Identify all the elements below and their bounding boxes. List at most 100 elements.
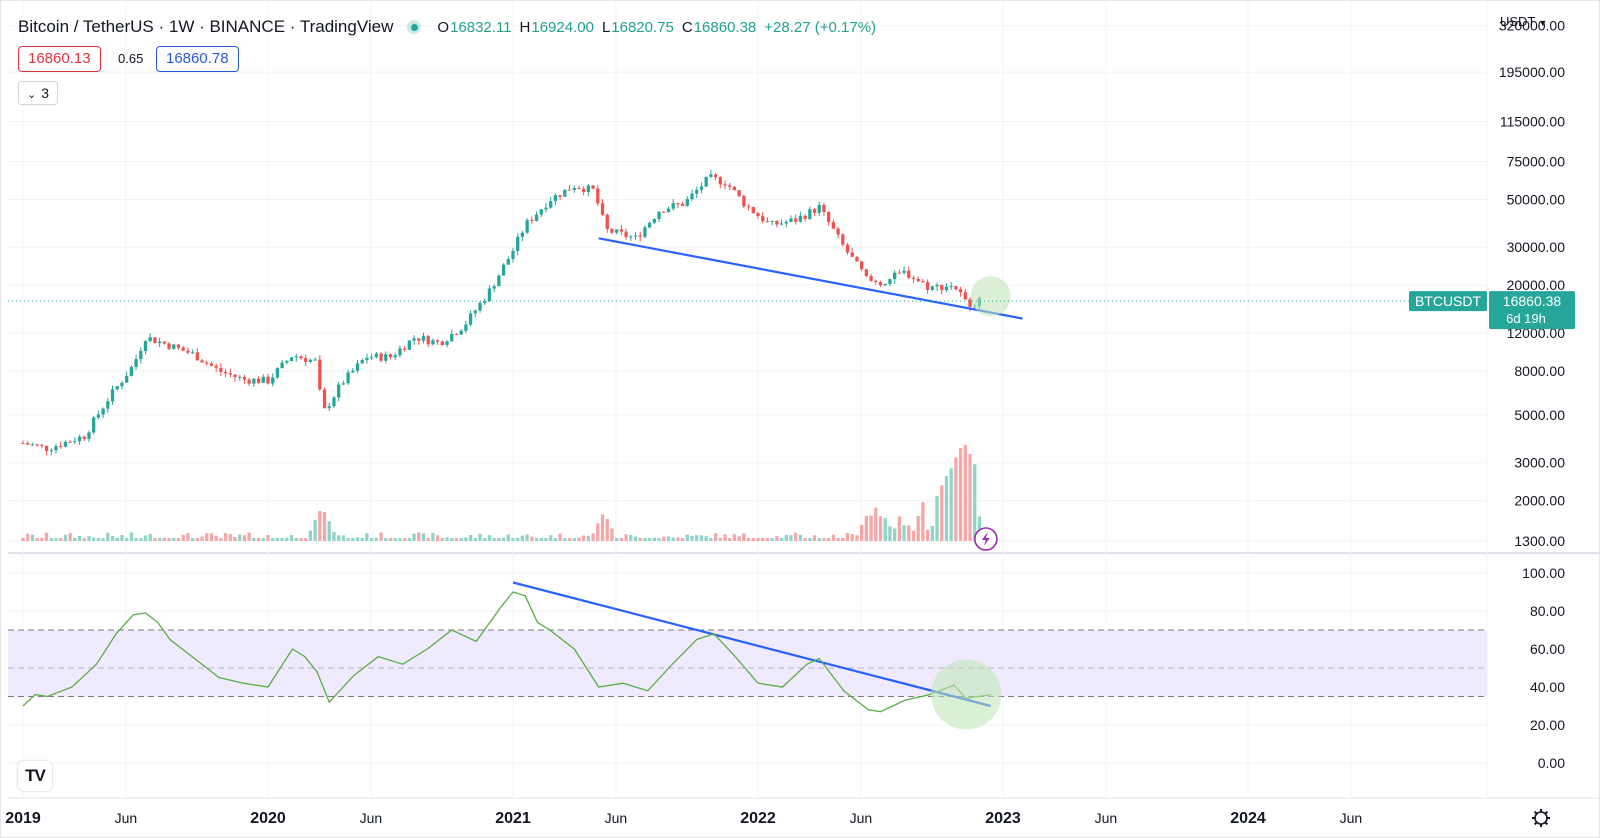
high-label: H (519, 18, 531, 36)
volume-bar (440, 538, 444, 541)
volume-bar (332, 531, 336, 541)
volume-bar (379, 532, 383, 541)
volume-bar (63, 534, 68, 541)
candle-body (878, 282, 883, 286)
volume-bar (779, 538, 784, 541)
volume-bar (308, 530, 313, 541)
volume-bar (520, 535, 525, 541)
volume-bar (591, 533, 595, 541)
candle-body (82, 436, 86, 439)
settings-gear-icon[interactable] (1532, 809, 1550, 827)
candle-body (242, 376, 247, 380)
candle-body (629, 236, 633, 238)
candle-body (266, 376, 270, 384)
candle-body (148, 337, 152, 342)
volume-bar (92, 537, 96, 541)
volume-bar (501, 537, 506, 541)
volume-bar (351, 538, 355, 541)
candle-body (779, 223, 784, 225)
volume-bar (478, 533, 482, 541)
volume-bar (506, 534, 510, 541)
volume-bar (718, 538, 722, 541)
lightning-bolt (981, 532, 990, 546)
last-price-label-bg (1489, 291, 1575, 330)
volume-bar (370, 538, 374, 541)
spread-value: 0.65 (118, 51, 144, 66)
candle-body (586, 185, 591, 192)
volume-bar (940, 485, 944, 541)
volume-bar (963, 444, 967, 541)
volume-bar (294, 538, 298, 541)
candle-body (902, 270, 906, 273)
volume-bar (567, 538, 572, 541)
candle-body (845, 244, 850, 253)
volume-bar (883, 517, 887, 541)
sell-price-button[interactable]: 16860.13 (18, 46, 101, 72)
candle-body (756, 213, 760, 217)
candle-body (365, 357, 369, 361)
candle-body (483, 300, 487, 303)
candle-body (883, 283, 887, 286)
rsi-line (22, 591, 991, 713)
volume-bar (445, 537, 449, 541)
volume-bar (742, 533, 746, 541)
volume-bar (713, 533, 718, 541)
volume-bar (600, 514, 605, 541)
volume-bar (666, 536, 671, 541)
volume-bar (157, 538, 162, 541)
candle-body (379, 353, 383, 361)
volume-bar (845, 532, 850, 541)
candle-body (252, 378, 256, 384)
candle-body (954, 286, 958, 290)
volume-bar (402, 538, 407, 541)
gear-tooth (1533, 821, 1538, 826)
volume-bar (770, 538, 774, 541)
candle-body (195, 352, 199, 361)
volume-bar (96, 538, 101, 541)
volume-bar (827, 538, 831, 541)
price-tick-label: 115000.00 (1500, 113, 1565, 129)
volume-bar (492, 538, 496, 541)
volume-bar (647, 538, 652, 541)
candle-body (120, 382, 124, 387)
volume-bar (935, 496, 939, 541)
candle-body (652, 219, 656, 223)
chevron-down-icon: ⌄ (26, 89, 37, 101)
volume-bar (106, 532, 110, 541)
volume-bar (426, 538, 430, 541)
volume-bar (77, 535, 82, 541)
candle-body (860, 261, 864, 270)
volume-bar (280, 538, 284, 541)
volume-bar (181, 534, 185, 541)
gear-ring (1534, 811, 1548, 825)
candle-body (662, 211, 666, 213)
volume-bar (21, 538, 25, 541)
volume-bar (271, 538, 275, 541)
currency-select[interactable]: USDT ▼ (1500, 14, 1547, 29)
candle-body (516, 236, 520, 252)
candle-body (647, 222, 652, 228)
volume-bar (610, 528, 614, 541)
volume-bar (958, 448, 963, 541)
volume-bar (695, 535, 699, 541)
volume-bar (134, 537, 138, 541)
volume-bar (977, 516, 982, 541)
indicators-toggle-button[interactable]: ⌄ 3 (18, 81, 58, 105)
candle-body (200, 360, 204, 363)
volume-bar (850, 534, 854, 541)
candle-body (186, 350, 190, 353)
volume-bar (252, 538, 256, 541)
candle-body (205, 362, 209, 364)
candle-body (209, 363, 214, 366)
volume-bar (266, 535, 270, 541)
volume-bar (355, 537, 360, 541)
candle-body (549, 201, 553, 208)
buy-price-button[interactable]: 16860.78 (156, 46, 239, 72)
candle-body (657, 211, 661, 220)
candle-body (214, 365, 218, 368)
volume-bar (186, 533, 190, 541)
time-tick-label: 2023 (985, 810, 1021, 827)
volume-bar (619, 538, 624, 541)
rsi-band (8, 629, 1487, 697)
